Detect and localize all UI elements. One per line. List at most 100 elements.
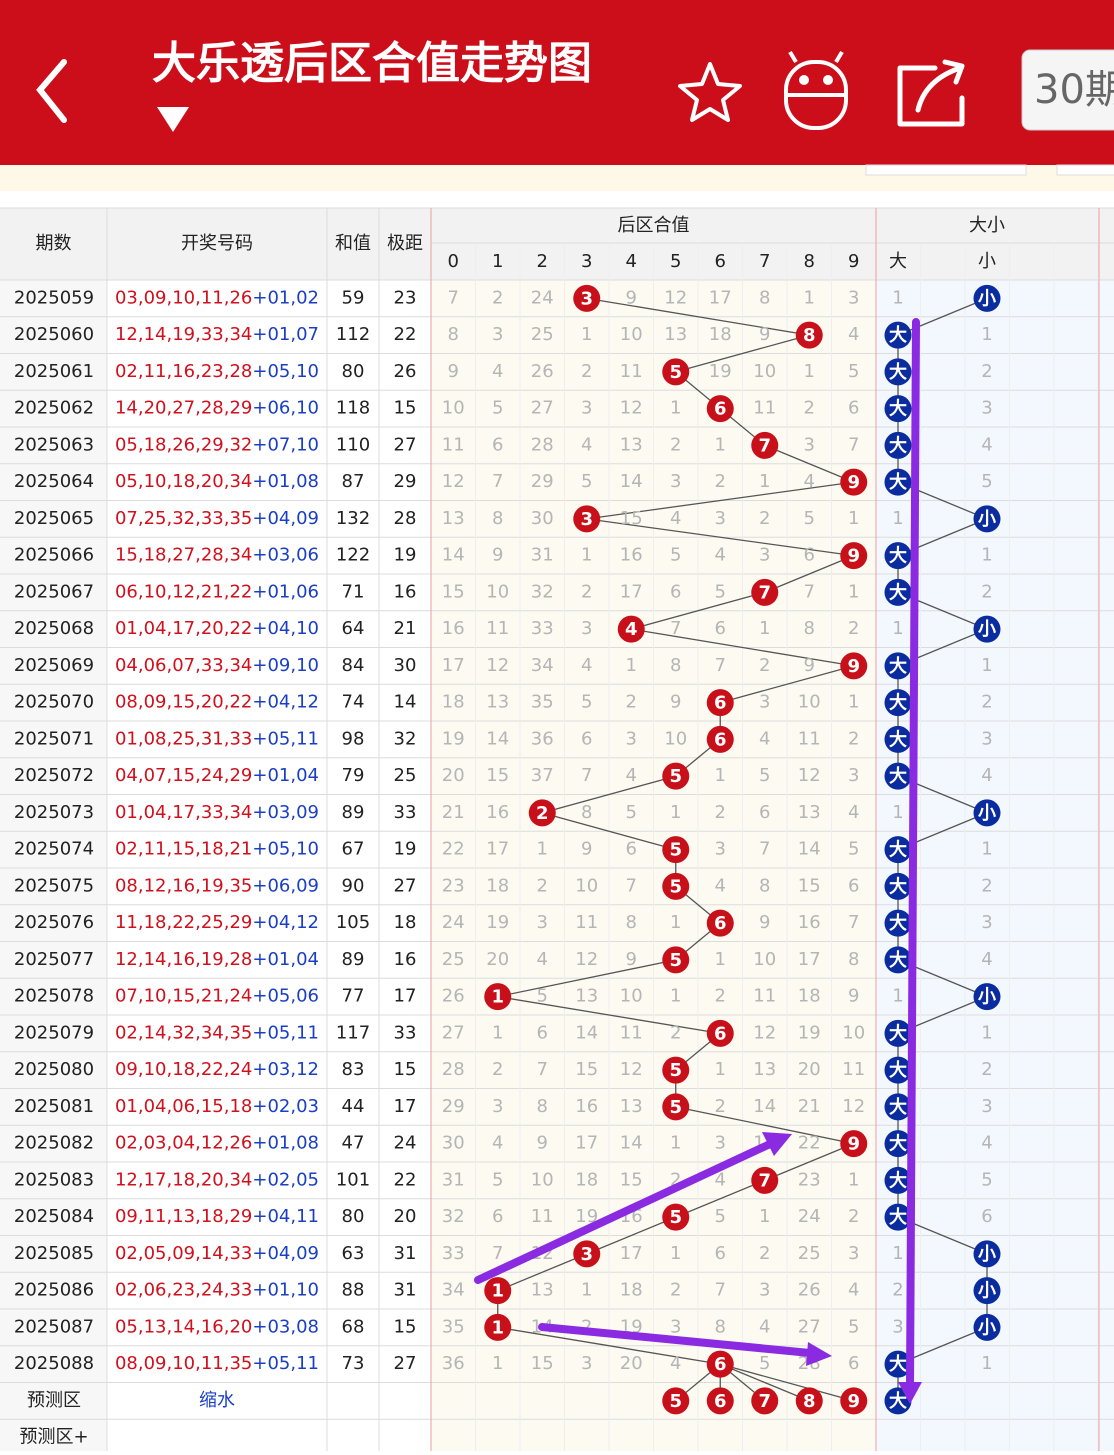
back-numbers: +05,11 bbox=[252, 728, 319, 749]
size-omission: 1 bbox=[892, 618, 903, 639]
omission: 2 bbox=[670, 1169, 681, 1190]
omission: 2 bbox=[581, 581, 592, 602]
size-ball-label: 大 bbox=[889, 1133, 907, 1155]
span: 20 bbox=[394, 1206, 417, 1227]
filter-box[interactable] bbox=[1056, 164, 1114, 176]
title-dropdown[interactable] bbox=[157, 107, 189, 132]
omission: 1 bbox=[581, 324, 592, 345]
front-numbers: 05,10,18,20,34 bbox=[115, 471, 252, 492]
omission: 9 bbox=[759, 912, 770, 933]
back-numbers: +04,12 bbox=[252, 692, 319, 713]
tail-trend-line bbox=[586, 481, 854, 520]
omission: 24 bbox=[531, 287, 554, 308]
size-ball bbox=[884, 1056, 912, 1084]
omission: 3 bbox=[581, 398, 592, 419]
tail-ball-label: 5 bbox=[669, 1097, 682, 1118]
tail-ball bbox=[751, 578, 779, 606]
omission: 12 bbox=[620, 398, 643, 419]
omission: 20 bbox=[620, 1353, 643, 1374]
tail-trend-line bbox=[586, 518, 854, 557]
omission: 11 bbox=[753, 398, 776, 419]
issue: 2025068 bbox=[14, 618, 94, 639]
omission: 4 bbox=[626, 765, 637, 786]
omission: 4 bbox=[581, 655, 592, 676]
size-omission: 4 bbox=[981, 1133, 992, 1154]
digit-header: 2 bbox=[537, 251, 548, 272]
span: 16 bbox=[394, 581, 417, 602]
omission: 26 bbox=[798, 1280, 821, 1301]
span: 22 bbox=[394, 1169, 417, 1190]
front-numbers: 11,18,22,25,29 bbox=[115, 912, 252, 933]
omission: 35 bbox=[531, 692, 554, 713]
forecast-method[interactable]: 缩水 bbox=[199, 1390, 235, 1411]
omission: 8 bbox=[670, 655, 681, 676]
draw-numbers: 02,03,04,12,26+01,08 bbox=[115, 1133, 319, 1154]
back-numbers: +05,11 bbox=[252, 1022, 319, 1043]
tail-ball-label: 6 bbox=[714, 693, 727, 714]
span: 23 bbox=[394, 287, 417, 308]
issue-col-bg bbox=[0, 280, 107, 1455]
omission: 17 bbox=[620, 581, 643, 602]
omission: 2 bbox=[670, 1280, 681, 1301]
robot-icon[interactable] bbox=[784, 50, 848, 130]
omission: 14 bbox=[753, 1096, 776, 1117]
omission: 6 bbox=[804, 545, 815, 566]
tail-trend-line bbox=[764, 1143, 854, 1181]
tail-ball-label: 5 bbox=[669, 362, 682, 383]
sum: 105 bbox=[336, 912, 370, 933]
omission: 5 bbox=[626, 802, 637, 823]
sum: 122 bbox=[336, 545, 370, 566]
back-numbers: +03,09 bbox=[252, 802, 319, 823]
back-button[interactable] bbox=[36, 59, 67, 123]
span: 27 bbox=[394, 1353, 417, 1374]
issue: 2025081 bbox=[14, 1096, 94, 1117]
size-ball bbox=[884, 578, 912, 606]
tail-ball bbox=[662, 1093, 690, 1121]
front-numbers: 03,09,10,11,26 bbox=[115, 287, 252, 308]
share-icon[interactable] bbox=[897, 59, 965, 127]
omission: 7 bbox=[715, 655, 726, 676]
span: 21 bbox=[394, 618, 417, 639]
tail-ball bbox=[662, 1056, 690, 1084]
omission: 6 bbox=[759, 802, 770, 823]
tail-ball-label: 5 bbox=[669, 1207, 682, 1228]
omission: 32 bbox=[531, 581, 554, 602]
forecast-ball-label: 6 bbox=[714, 1391, 727, 1412]
draw-numbers: 01,04,06,15,18+02,03 bbox=[115, 1096, 319, 1117]
omission: 5 bbox=[581, 471, 592, 492]
tail-ball bbox=[706, 909, 734, 937]
omission: 7 bbox=[626, 875, 637, 896]
back-numbers: +04,10 bbox=[252, 618, 319, 639]
tail-ball-label: 5 bbox=[669, 950, 682, 971]
tail-trend-line bbox=[631, 628, 854, 667]
omission: 4 bbox=[759, 728, 770, 749]
front-numbers: 12,14,16,19,28 bbox=[115, 949, 252, 970]
omission: 15 bbox=[486, 765, 509, 786]
front-numbers: 15,18,27,28,34 bbox=[115, 545, 252, 566]
size-ball-label: 大 bbox=[889, 1206, 907, 1228]
front-numbers: 02,11,15,18,21 bbox=[115, 839, 252, 860]
omission: 8 bbox=[715, 1316, 726, 1337]
omission: 1 bbox=[492, 1022, 503, 1043]
back-numbers: +05,10 bbox=[252, 839, 319, 860]
favorite-icon[interactable] bbox=[678, 62, 742, 122]
size-ball-label: 大 bbox=[889, 875, 907, 897]
issue: 2025063 bbox=[14, 434, 94, 455]
filter-box[interactable] bbox=[865, 164, 1027, 176]
omission: 2 bbox=[848, 1206, 859, 1227]
back-numbers: +03,12 bbox=[252, 1059, 319, 1080]
omission: 13 bbox=[798, 802, 821, 823]
omission: 19 bbox=[486, 912, 509, 933]
omission: 1 bbox=[670, 1243, 681, 1264]
omission: 32 bbox=[442, 1206, 465, 1227]
omission: 3 bbox=[715, 839, 726, 860]
omission: 1 bbox=[670, 802, 681, 823]
omission: 31 bbox=[531, 545, 554, 566]
omission: 10 bbox=[753, 949, 776, 970]
size-ball-label: 大 bbox=[889, 765, 907, 787]
omission: 19 bbox=[709, 361, 732, 382]
column-header: 极距 bbox=[387, 233, 423, 254]
period-button[interactable] bbox=[1021, 49, 1114, 131]
omission: 2 bbox=[715, 986, 726, 1007]
omission: 3 bbox=[759, 1280, 770, 1301]
